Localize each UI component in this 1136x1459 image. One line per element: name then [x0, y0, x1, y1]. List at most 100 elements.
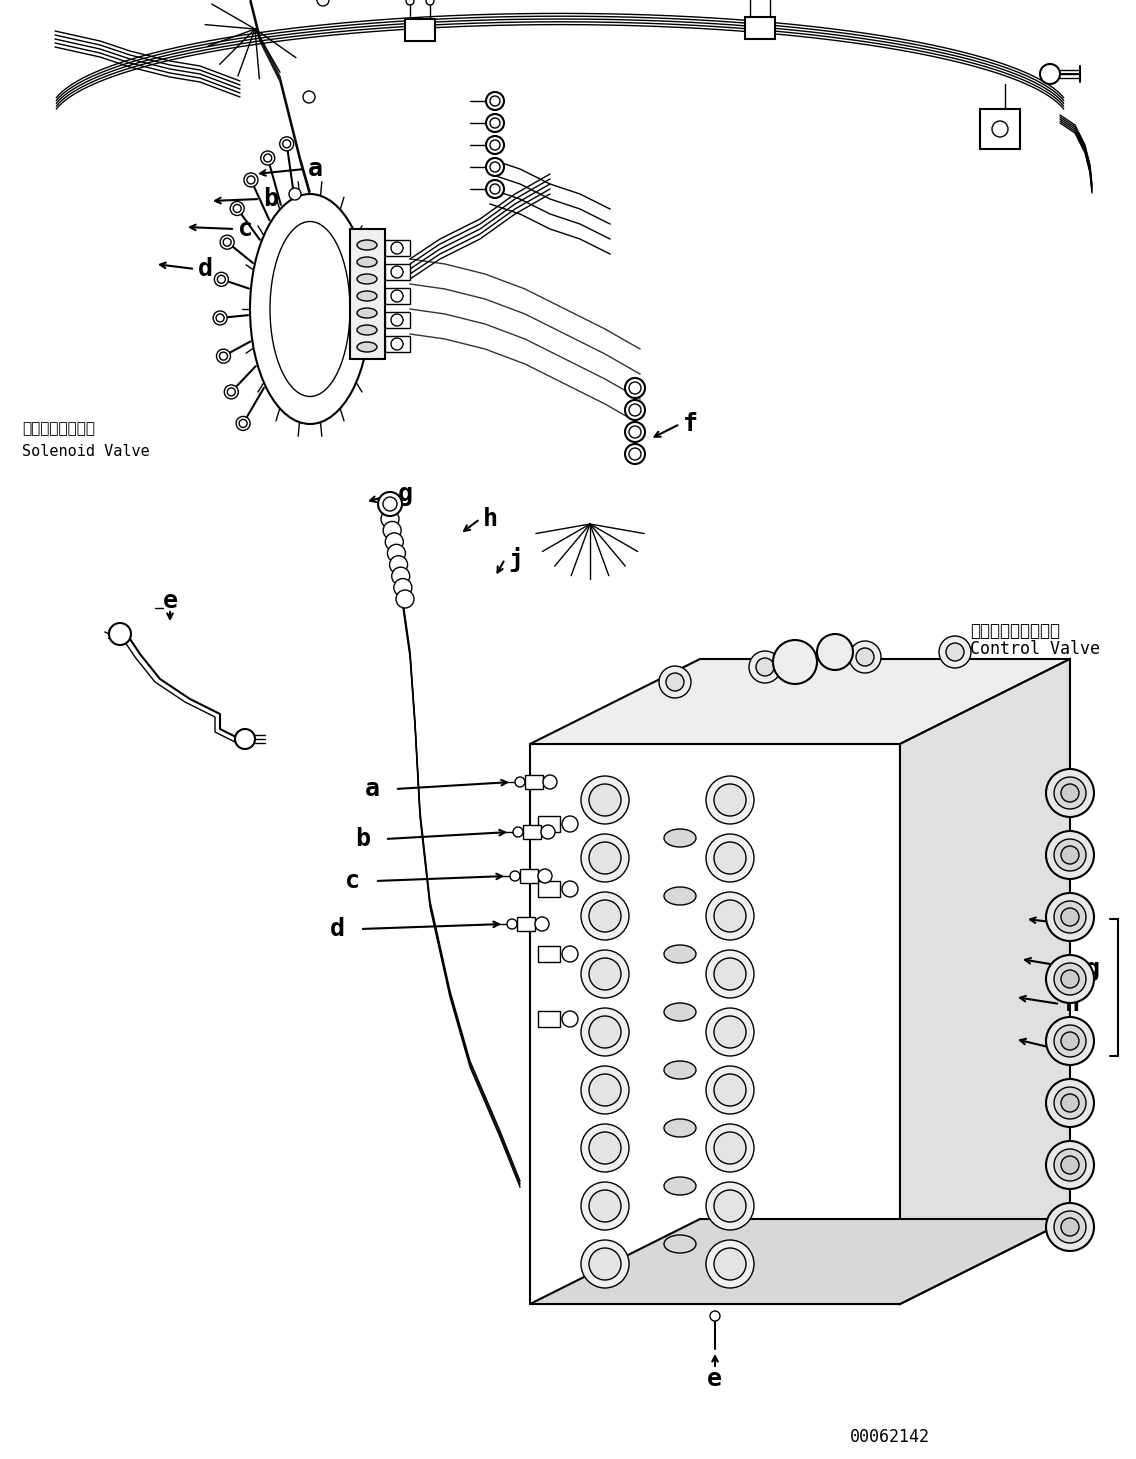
- Bar: [525, 775, 543, 789]
- Bar: [385, 287, 410, 303]
- Circle shape: [710, 1312, 720, 1320]
- Polygon shape: [900, 659, 1070, 1304]
- Circle shape: [580, 835, 629, 883]
- Text: g: g: [1085, 957, 1100, 980]
- Circle shape: [214, 311, 227, 325]
- Circle shape: [715, 900, 746, 932]
- Ellipse shape: [665, 1234, 696, 1253]
- Circle shape: [715, 1247, 746, 1280]
- Circle shape: [215, 273, 228, 286]
- Circle shape: [588, 783, 621, 816]
- Bar: [385, 336, 410, 352]
- Circle shape: [1061, 1032, 1079, 1050]
- Circle shape: [1046, 1017, 1094, 1065]
- Circle shape: [1061, 1218, 1079, 1236]
- Circle shape: [715, 959, 746, 991]
- Circle shape: [629, 404, 641, 416]
- Text: b: b: [354, 827, 370, 851]
- Bar: [538, 881, 560, 897]
- Circle shape: [392, 568, 410, 585]
- Circle shape: [1054, 839, 1086, 871]
- Circle shape: [849, 641, 882, 673]
- Text: f: f: [683, 411, 698, 436]
- Circle shape: [1054, 778, 1086, 808]
- Circle shape: [1054, 1211, 1086, 1243]
- Text: c: c: [239, 217, 253, 241]
- Circle shape: [541, 824, 556, 839]
- Circle shape: [426, 0, 434, 4]
- Bar: [980, 109, 1020, 149]
- Text: 00062142: 00062142: [850, 1428, 930, 1446]
- Circle shape: [1046, 769, 1094, 817]
- Ellipse shape: [357, 274, 377, 285]
- Text: j: j: [1070, 1039, 1085, 1064]
- Circle shape: [580, 1123, 629, 1172]
- Circle shape: [1061, 1094, 1079, 1112]
- Ellipse shape: [357, 290, 377, 301]
- Circle shape: [535, 918, 549, 931]
- Circle shape: [227, 388, 235, 395]
- Circle shape: [406, 0, 414, 4]
- Circle shape: [1061, 783, 1079, 802]
- Bar: [385, 312, 410, 328]
- Circle shape: [755, 658, 774, 676]
- Circle shape: [239, 419, 248, 427]
- Circle shape: [715, 1015, 746, 1048]
- Circle shape: [383, 521, 401, 540]
- Bar: [385, 264, 410, 280]
- Ellipse shape: [665, 1002, 696, 1021]
- Circle shape: [513, 827, 523, 837]
- Circle shape: [390, 556, 408, 573]
- Circle shape: [387, 544, 406, 562]
- Circle shape: [772, 641, 817, 684]
- Circle shape: [1061, 846, 1079, 864]
- Circle shape: [1046, 956, 1094, 1002]
- Bar: [523, 824, 541, 839]
- Circle shape: [396, 589, 414, 608]
- Circle shape: [562, 881, 578, 897]
- Text: b: b: [264, 187, 278, 212]
- Text: h: h: [483, 506, 498, 531]
- Text: d: d: [198, 257, 214, 282]
- Bar: [745, 18, 775, 39]
- Bar: [350, 229, 385, 359]
- Circle shape: [1061, 1156, 1079, 1174]
- Text: j: j: [508, 547, 523, 572]
- Circle shape: [562, 816, 578, 832]
- Circle shape: [283, 140, 291, 147]
- Circle shape: [538, 870, 552, 883]
- Circle shape: [625, 444, 645, 464]
- Ellipse shape: [665, 829, 696, 848]
- Circle shape: [1046, 1080, 1094, 1126]
- Circle shape: [705, 1182, 754, 1230]
- Text: e: e: [707, 1367, 722, 1390]
- Polygon shape: [531, 744, 900, 1304]
- Circle shape: [507, 919, 517, 929]
- Circle shape: [1039, 64, 1060, 85]
- Circle shape: [1046, 1204, 1094, 1250]
- Circle shape: [385, 533, 403, 552]
- Circle shape: [303, 90, 315, 104]
- Circle shape: [391, 290, 403, 302]
- Ellipse shape: [250, 194, 370, 425]
- Circle shape: [939, 636, 971, 668]
- Ellipse shape: [665, 1061, 696, 1080]
- Circle shape: [659, 665, 691, 697]
- Text: d: d: [329, 918, 345, 941]
- Circle shape: [247, 177, 254, 184]
- Circle shape: [625, 422, 645, 442]
- Circle shape: [217, 276, 225, 283]
- Circle shape: [224, 385, 239, 398]
- Circle shape: [705, 835, 754, 883]
- Circle shape: [486, 114, 504, 131]
- Circle shape: [235, 730, 254, 748]
- Circle shape: [510, 871, 520, 881]
- Bar: [385, 239, 410, 255]
- Circle shape: [244, 174, 258, 187]
- Circle shape: [580, 950, 629, 998]
- Circle shape: [705, 1123, 754, 1172]
- Circle shape: [588, 1132, 621, 1164]
- Circle shape: [391, 338, 403, 350]
- Circle shape: [381, 511, 399, 528]
- Circle shape: [588, 900, 621, 932]
